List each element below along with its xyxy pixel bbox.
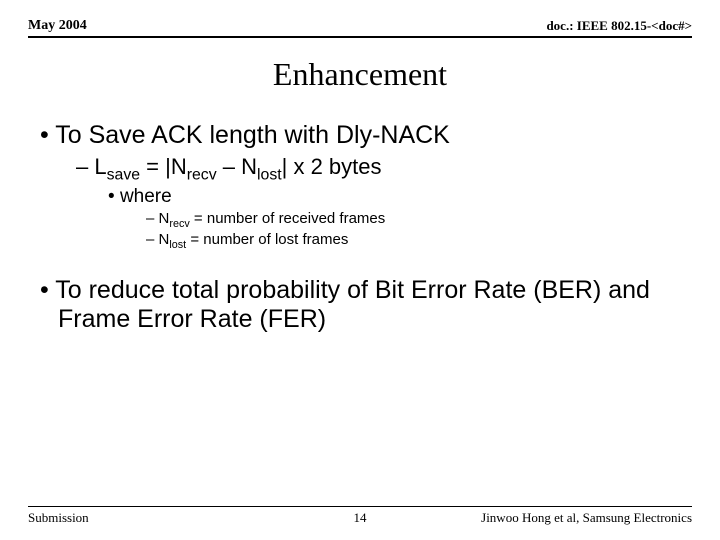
nlost-line: Nlost = number of lost frames xyxy=(36,231,692,251)
bullet-save-ack: To Save ACK length with Dly-NACK xyxy=(36,121,692,150)
formula-line: Lsave = |Nrecv – Nlost| x 2 bytes xyxy=(36,154,692,184)
footer-rule xyxy=(28,506,692,507)
nlost-sub: lost xyxy=(169,239,186,251)
formula-save-sub: save xyxy=(107,166,140,183)
header-doc: doc.: IEEE 802.15-<doc#> xyxy=(546,18,692,34)
formula-eq: = |N xyxy=(140,154,187,179)
formula-end: | x 2 bytes xyxy=(282,154,382,179)
nrecv-post: = number of received frames xyxy=(190,210,386,227)
nrecv-pre: N xyxy=(159,210,170,227)
footer-page: 14 xyxy=(354,510,367,526)
formula-mid: – N xyxy=(217,154,257,179)
nrecv-line: Nrecv = number of received frames xyxy=(36,210,692,230)
content: To Save ACK length with Dly-NACK Lsave =… xyxy=(28,121,692,334)
header-date: May 2004 xyxy=(28,18,87,34)
nlost-post: = number of lost frames xyxy=(186,231,348,248)
footer-left: Submission xyxy=(28,510,89,526)
nrecv-sub: recv xyxy=(169,218,189,230)
nlost-pre: N xyxy=(159,231,170,248)
footer-right: Jinwoo Hong et al, Samsung Electronics xyxy=(481,510,692,526)
formula-lost-sub: lost xyxy=(257,166,282,183)
footer: Submission 14 Jinwoo Hong et al, Samsung… xyxy=(28,506,692,526)
where-label: where xyxy=(36,186,692,208)
slide-title: Enhancement xyxy=(28,56,692,93)
bullet-ber-fer: To reduce total probability of Bit Error… xyxy=(36,276,692,334)
formula-L: L xyxy=(94,154,106,179)
formula-recv-sub: recv xyxy=(187,166,217,183)
header: May 2004 doc.: IEEE 802.15-<doc#> xyxy=(28,18,692,38)
